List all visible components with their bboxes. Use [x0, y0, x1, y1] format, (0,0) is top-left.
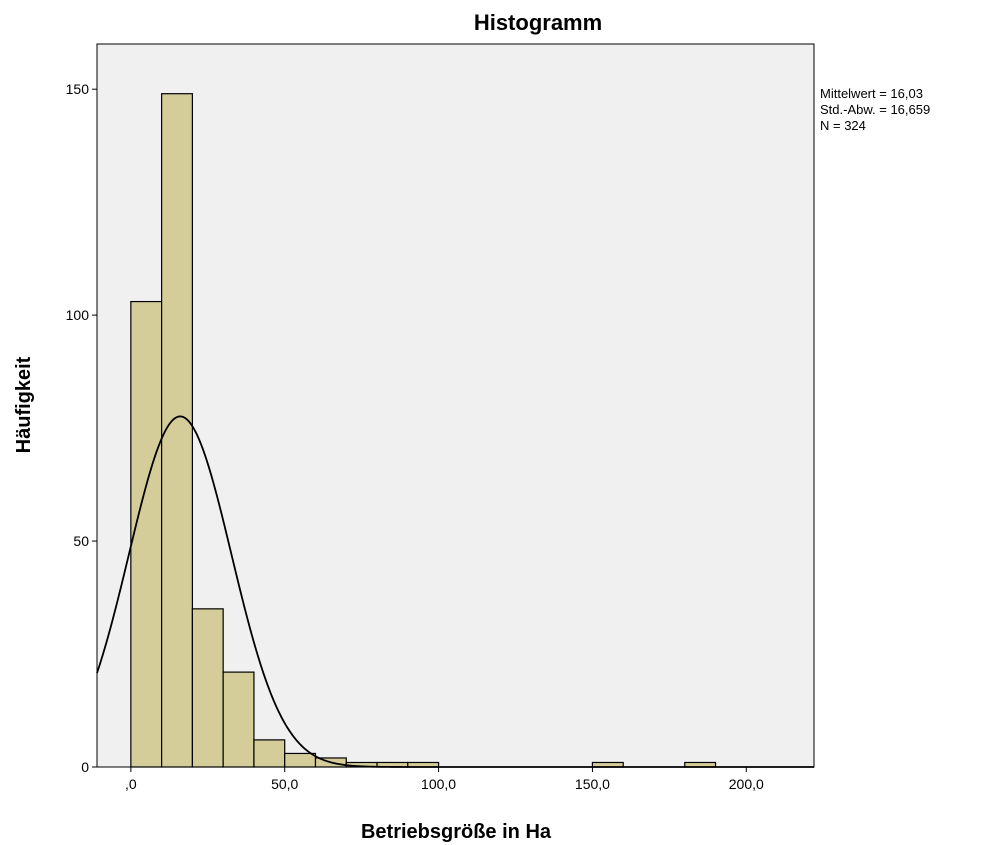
histogram-bar	[284, 752, 317, 768]
y-axis: 0 50 100 150	[66, 81, 97, 775]
y-tick-label: 150	[66, 81, 90, 97]
chart-title: Histogramm	[474, 10, 602, 35]
x-tick-label: ,0	[125, 776, 137, 792]
histogram-bar	[130, 300, 163, 768]
y-tick-label: 100	[66, 307, 90, 323]
histogram-bar	[253, 739, 286, 768]
x-tick-label: 150,0	[575, 776, 610, 792]
histogram-bar	[161, 93, 193, 768]
x-tick-label: 50,0	[271, 776, 298, 792]
x-tick-label: 100,0	[421, 776, 456, 792]
stat-mean: Mittelwert = 16,03	[820, 86, 923, 101]
stat-sd: Std.-Abw. = 16,659	[820, 102, 930, 117]
stat-n: N = 324	[820, 118, 866, 133]
x-axis-title: Betriebsgröße in Ha	[361, 821, 552, 843]
x-axis: ,0 50,0 100,0 150,0 200,0	[125, 767, 764, 792]
bars-layer	[130, 93, 717, 768]
y-tick-label: 50	[73, 533, 89, 549]
y-axis-title: Häufigkeit	[13, 356, 35, 453]
y-tick-label: 0	[81, 759, 89, 775]
histogram-bar	[191, 608, 224, 768]
histogram-bar	[222, 671, 255, 768]
stats-box: Mittelwert = 16,03 Std.-Abw. = 16,659 N …	[820, 86, 930, 133]
x-tick-label: 200,0	[729, 776, 764, 792]
normal-curve	[96, 415, 814, 768]
